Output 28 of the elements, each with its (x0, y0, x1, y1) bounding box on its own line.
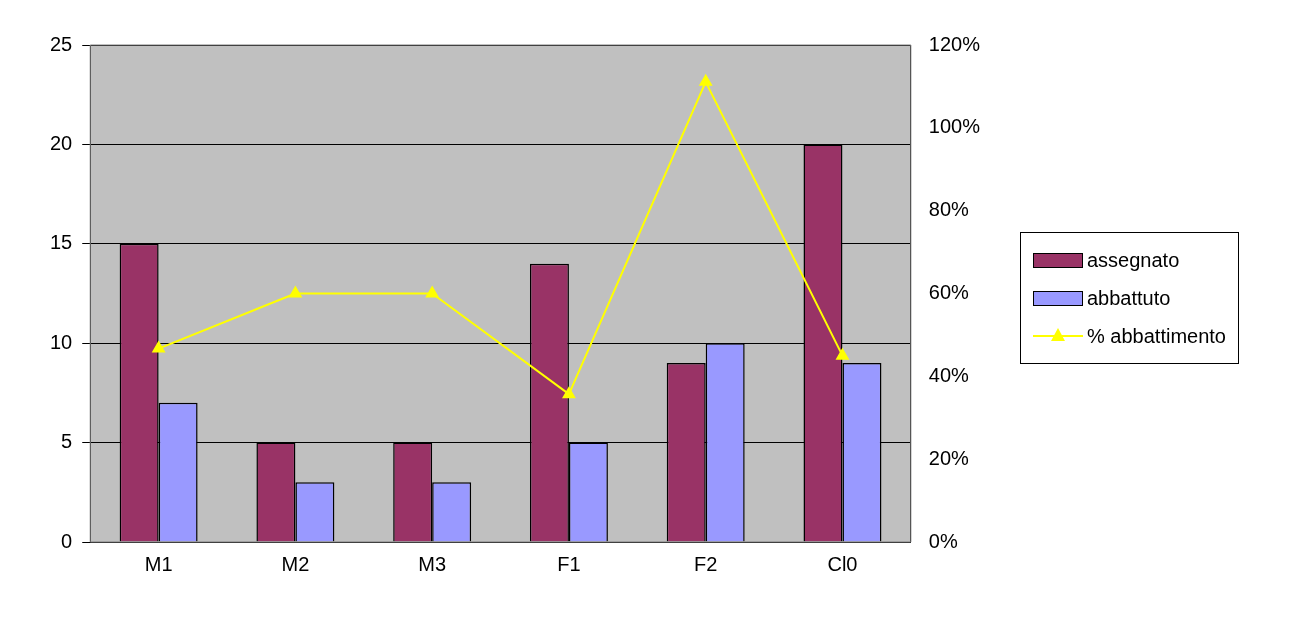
y2-tick-label: 100% (928, 115, 981, 138)
legend-label: abbattuto (1087, 286, 1171, 310)
x-tick-label: Cl0 (827, 552, 858, 575)
y-tick-label: 10 (50, 330, 73, 353)
y2-tick-label: 60% (928, 281, 970, 304)
y-tick-label: 20 (50, 131, 73, 154)
y2-tick-label: 40% (928, 363, 970, 386)
point (836, 348, 849, 360)
y-tick-label: 15 (50, 231, 73, 254)
x-tick-label: F1 (557, 552, 581, 575)
x-tick-label: M2 (281, 552, 310, 575)
point (425, 286, 439, 298)
y2-tick-label: 20% (928, 446, 970, 469)
point (289, 286, 302, 298)
point (562, 387, 576, 399)
legend-label: % abbattimento (1087, 324, 1226, 348)
y-tick-label: 5 (61, 430, 73, 453)
y2-tick-label: 0% (928, 529, 958, 552)
x-tick-label: M3 (418, 552, 447, 575)
x-tick-label: M1 (144, 552, 173, 575)
y2-tick-label: 120% (928, 32, 981, 55)
point (699, 74, 712, 86)
y-tick-label: 25 (50, 32, 73, 55)
legend-label: assegnato (1087, 248, 1180, 272)
y-tick-label: 0 (61, 529, 73, 552)
y2-tick-label: 80% (928, 198, 970, 221)
x-tick-label: F2 (694, 552, 718, 575)
point (152, 341, 165, 353)
